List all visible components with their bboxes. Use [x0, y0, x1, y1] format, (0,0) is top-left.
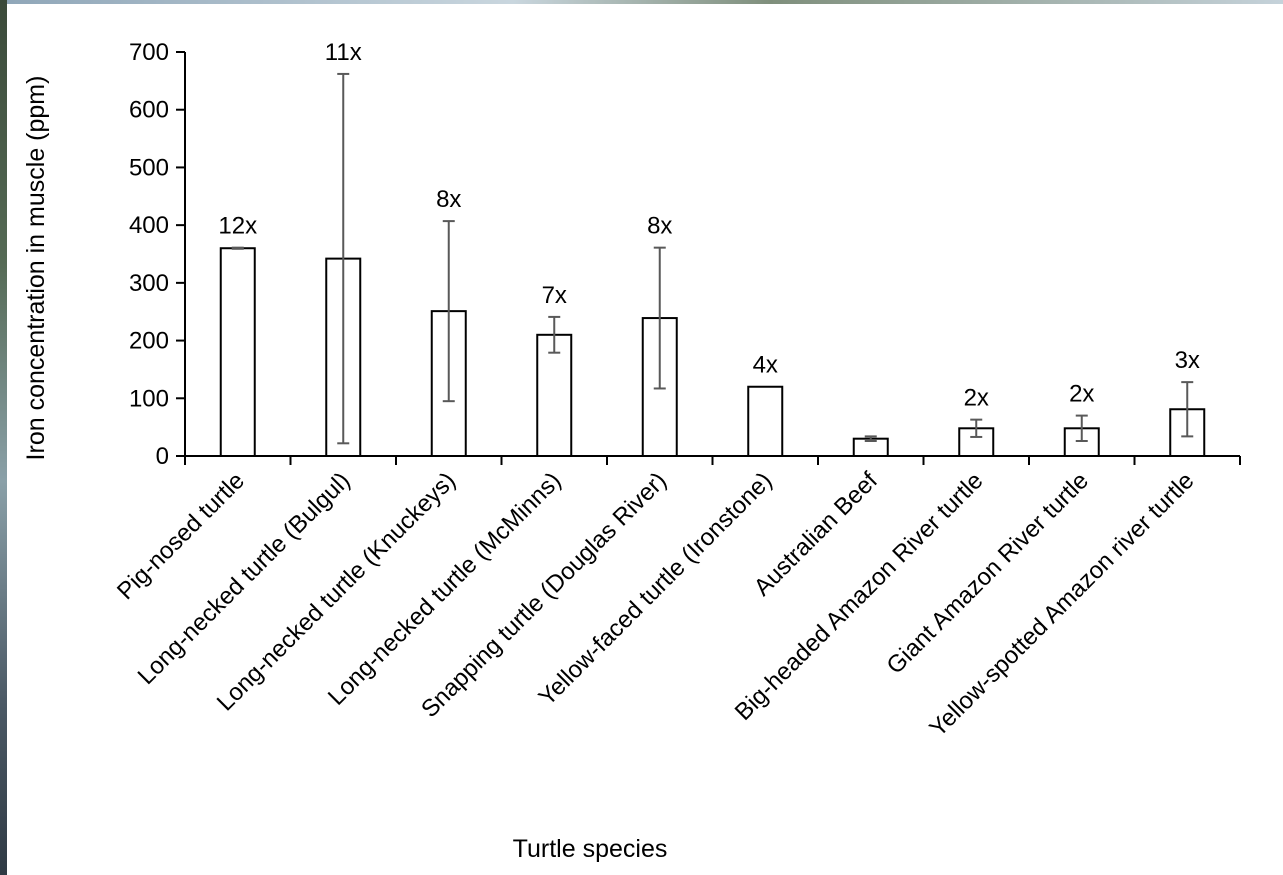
x-axis-ticks [184, 456, 1241, 465]
y-tick-label: 100 [129, 385, 169, 412]
bar [747, 385, 784, 457]
data-label: 7x [542, 282, 567, 309]
data-label: 2x [1069, 381, 1094, 408]
y-axis-title: Iron concentration in muscle (ppm) [22, 76, 50, 461]
error-bar [442, 220, 455, 403]
category-label: Giant Amazon River turtle [882, 467, 1094, 679]
y-axis-ticks: 0 100 200 300 400 500 600 700 [129, 39, 185, 470]
error-bars-group [231, 72, 1194, 445]
data-labels-group: 12x 11x 8x 7x 8x 4x 2x 2x 3x [218, 39, 1200, 412]
error-bar [970, 418, 983, 438]
error-bar [653, 246, 666, 390]
category-label: Long-necked turtle (Bulgul) [133, 467, 356, 690]
y-tick-label: 200 [129, 328, 169, 355]
data-label: 3x [1175, 347, 1200, 374]
category-label: Yellow-faced turtle (Ironstone) [534, 467, 778, 711]
data-label: 2x [964, 385, 989, 412]
data-label: 8x [436, 186, 461, 213]
error-bar [548, 315, 561, 354]
data-label: 4x [753, 352, 778, 379]
error-bar [337, 72, 350, 445]
data-label: 11x [325, 39, 362, 66]
data-label: 12x [218, 213, 257, 240]
error-bar [1181, 381, 1194, 438]
y-tick-label: 400 [129, 212, 169, 239]
error-bar [1075, 414, 1088, 442]
background-photo-left-edge [0, 0, 7, 875]
y-tick-label: 600 [129, 97, 169, 124]
bar [219, 247, 256, 457]
background-photo-top-edge [0, 0, 1283, 4]
data-label: 8x [647, 213, 672, 240]
bar [536, 333, 573, 457]
bars-group [219, 247, 1206, 458]
error-bar [231, 246, 244, 250]
y-tick-label: 700 [129, 39, 169, 66]
x-axis-title: Turtle species [513, 835, 668, 863]
error-bar [864, 435, 877, 442]
y-tick-label: 300 [129, 270, 169, 297]
y-tick-label: 0 [156, 443, 169, 470]
y-tick-label: 500 [129, 154, 169, 181]
